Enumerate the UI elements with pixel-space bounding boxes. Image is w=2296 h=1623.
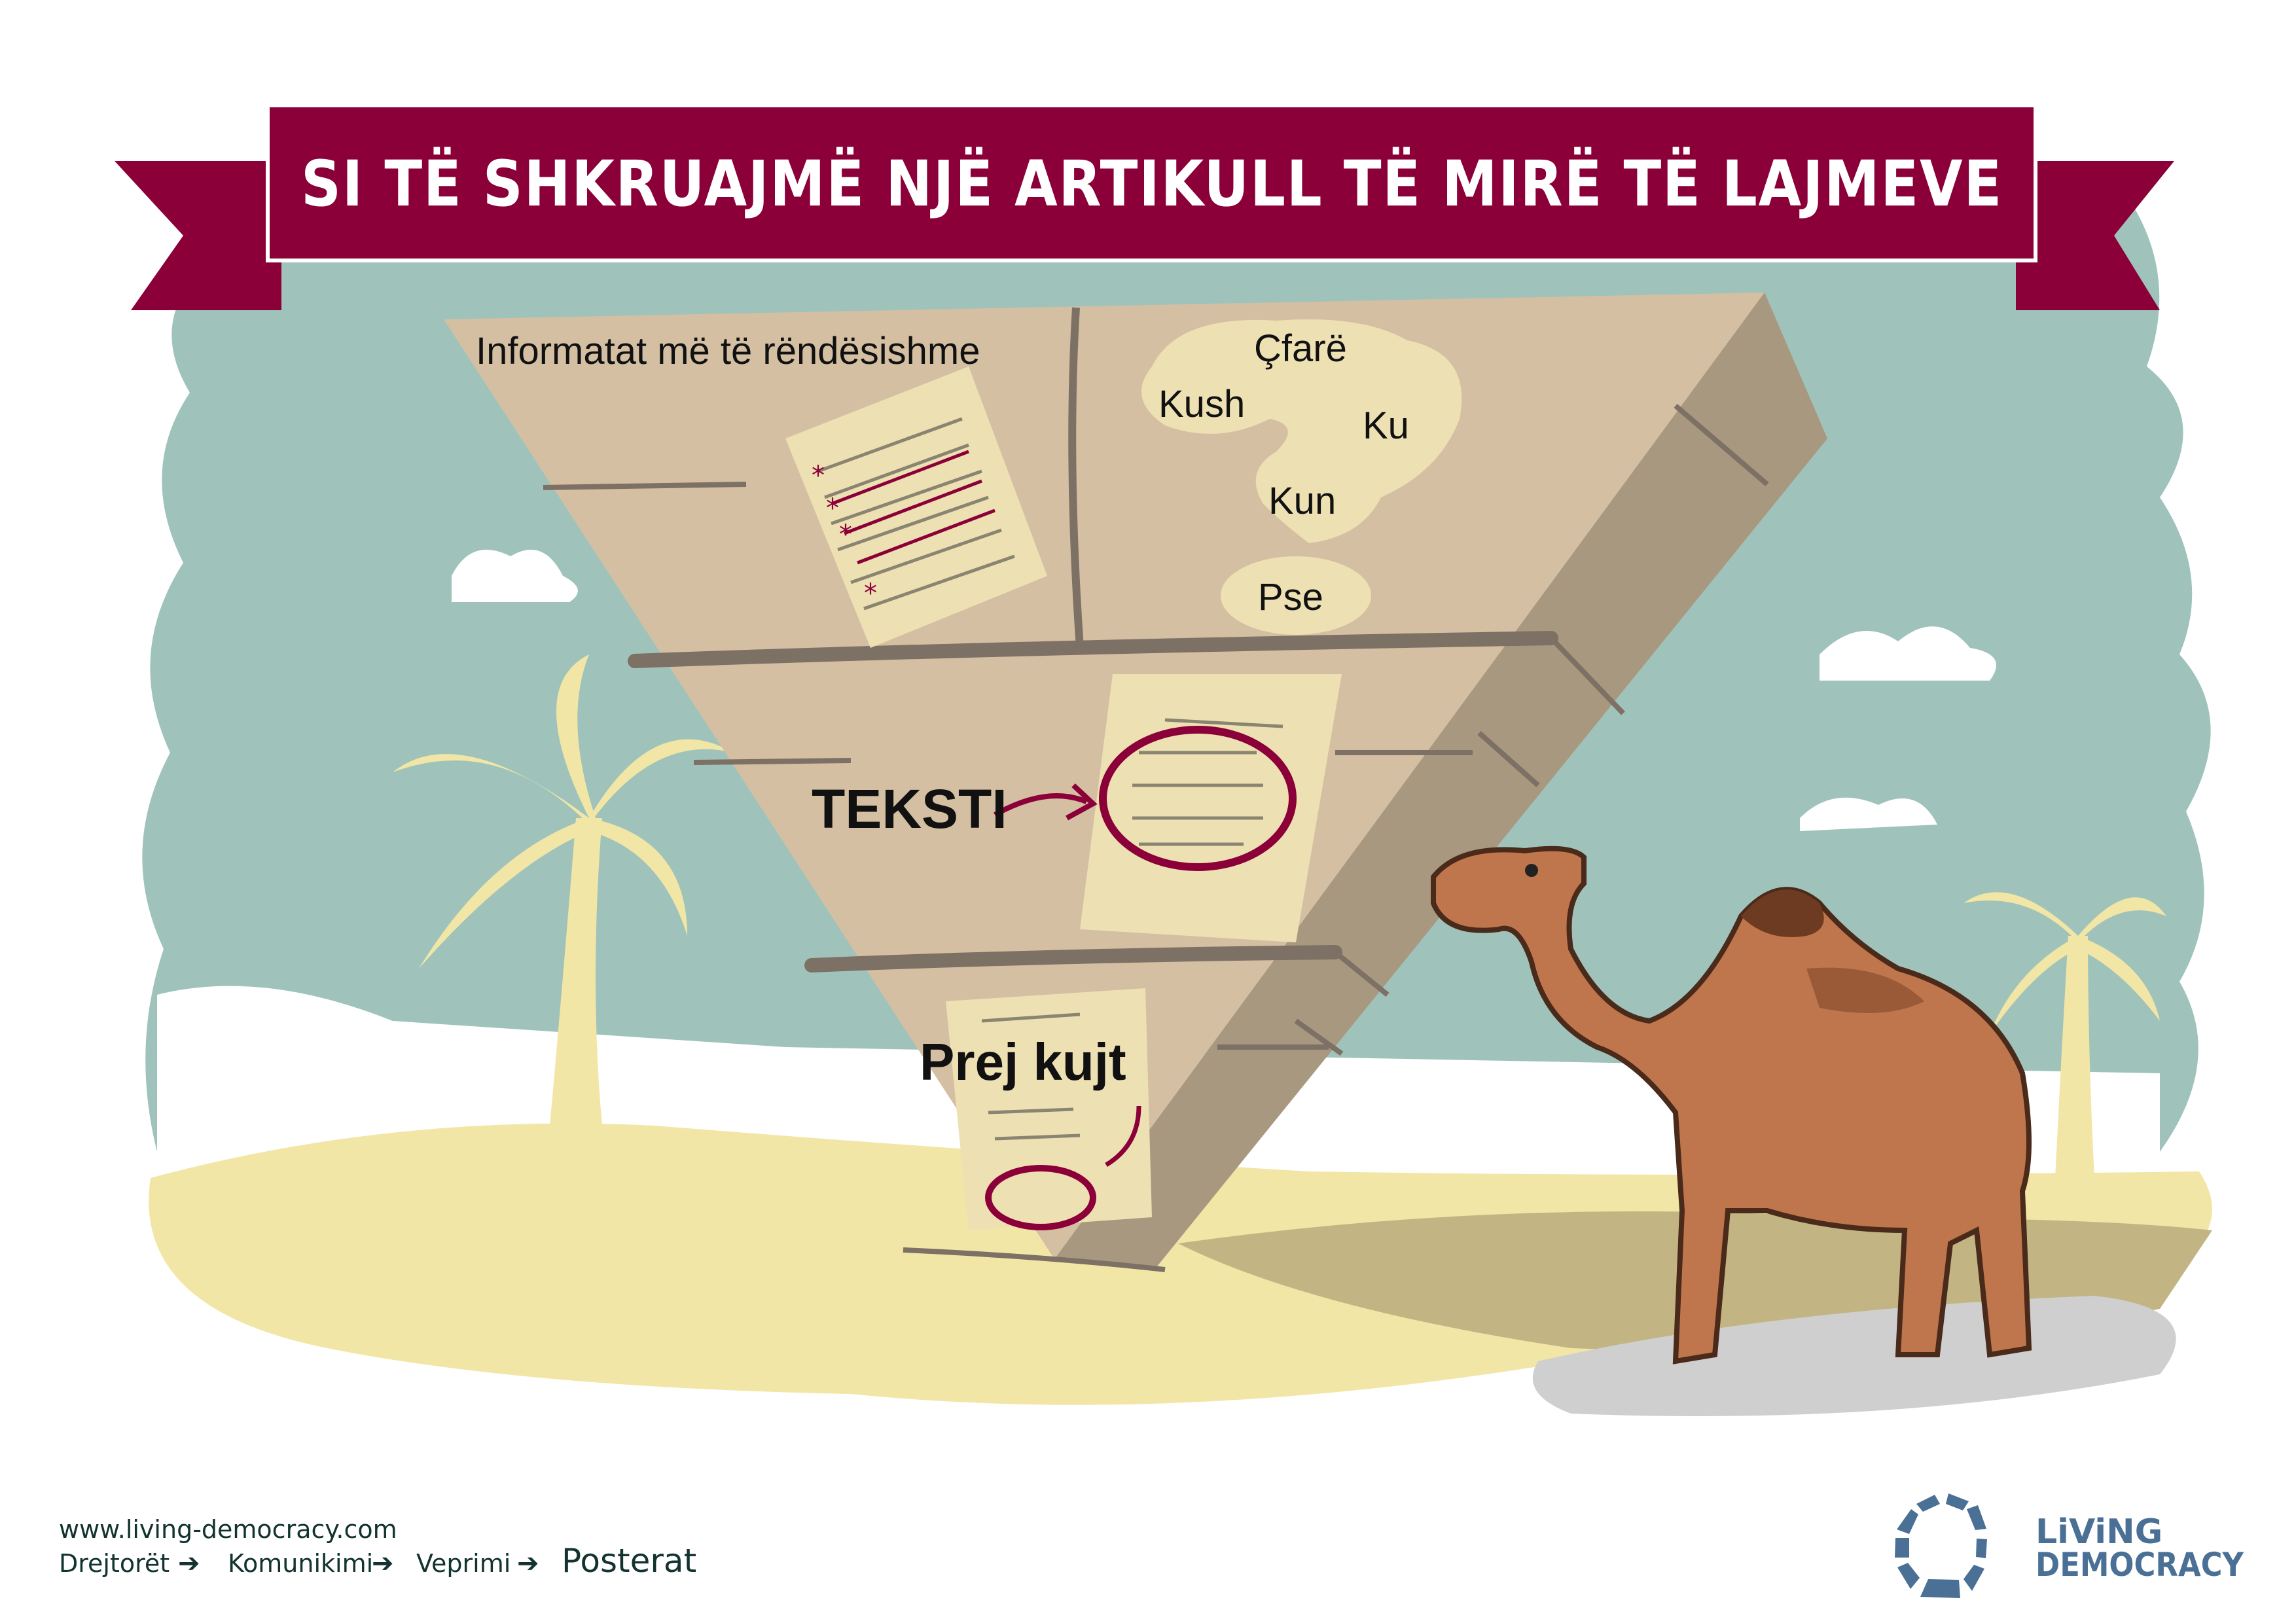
logo-text-democracy: DEMOCRACY [2036,1546,2244,1584]
title-banner [115,103,2174,310]
svg-text:*: * [812,461,825,491]
right-arrow-icon: ➔ [517,1548,539,1578]
breadcrumb-item-communication[interactable]: Komunikimi [228,1549,373,1578]
question-what: Çfarë [1254,327,1347,370]
question-why: Pse [1258,576,1323,618]
right-arrow-icon: ➔ [372,1548,394,1578]
breadcrumb-item-action[interactable]: Veprimi [416,1549,511,1578]
breadcrumb-item-directorates[interactable]: Drejtorët [59,1549,170,1578]
svg-text:*: * [826,493,839,524]
svg-text:*: * [839,520,852,550]
footer-breadcrumb: Drejtorët ➔ Komunikimi ➔ Veprimi ➔ Poste… [59,1542,696,1580]
poster-title: SI TË SHKRUAJMË NJË ARTIKULL TË MIRË TË … [301,147,2003,221]
right-arrow-icon: ➔ [178,1548,200,1578]
footer-url[interactable]: www.living-democracy.com [59,1515,397,1544]
palm-tree-left [393,654,733,1126]
question-where: Ku [1363,404,1409,447]
middle-layer-label: TEKSTI [812,778,1007,840]
document-sketch-bottom [946,988,1152,1230]
document-sketch-middle [994,674,1342,942]
questions-cloud [1141,319,1462,635]
logo-text-living: LiViNG [2036,1512,2162,1552]
question-who: Kush [1158,383,1245,425]
svg-text:*: * [864,579,877,609]
breadcrumb-item-posters[interactable]: Posterat [562,1542,696,1580]
top-layer-label: Informatat më të rëndësishme [476,330,980,372]
palm-tree-right [1964,892,2166,1178]
bottom-layer-label: Prej kujt [920,1033,1126,1091]
question-when: Kun [1268,480,1336,522]
camel-illustration [1431,846,2032,1364]
living-democracy-logo-mark [1895,1493,1987,1598]
document-sketch-top: * * * * [785,366,1047,648]
